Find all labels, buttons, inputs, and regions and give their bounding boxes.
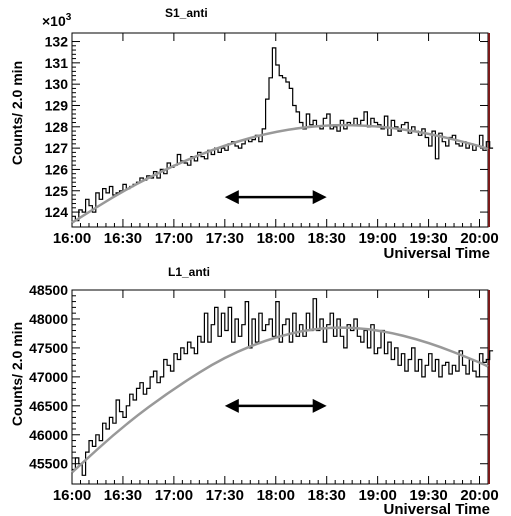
- plot-frame-right-edge: [488, 33, 490, 227]
- histogram-series: [72, 298, 494, 476]
- y-tick-label: 46000: [29, 427, 68, 443]
- x-tick-label: 16:30: [104, 230, 142, 247]
- series-group: [71, 47, 494, 224]
- x-axis-label: Universal Time: [384, 501, 490, 516]
- y-tick-label: 45500: [29, 456, 68, 472]
- histogram-series: [72, 47, 494, 222]
- x-tick-label: 16:00: [53, 230, 91, 247]
- y-tick-label: 127: [45, 140, 69, 156]
- chart-title: S1_anti: [165, 6, 208, 20]
- fit-curve: [71, 123, 489, 224]
- x-axis-label: Universal Time: [384, 245, 490, 262]
- x-tick-label: 17:00: [155, 487, 193, 504]
- y-tick-label: 132: [45, 34, 69, 50]
- arrow-head-left: [224, 398, 239, 413]
- arrow-head-left: [224, 190, 239, 205]
- y-tick-label: 48500: [29, 282, 68, 298]
- y-ticks: 45500 46000 46500 47000 47500 48000 48500: [29, 282, 488, 472]
- x-tick-label: 17:00: [155, 230, 193, 247]
- y-tick-label: 130: [45, 76, 69, 92]
- x-ticks: 16:00 16:30 17:00 17:30 18:00 18:30 19:00 19:30…: [53, 290, 499, 504]
- y-tick-label: 126: [45, 161, 69, 177]
- x-ticks: 16:00 16:30 17:00 17:30 18:00 18:30 19:00 19:30…: [53, 33, 499, 247]
- x-tick-label: 18:30: [308, 487, 346, 504]
- x-tick-label: 16:30: [104, 487, 142, 504]
- fit-curve: [71, 326, 489, 474]
- y-tick-label: 47000: [29, 369, 68, 385]
- y-exponent: ×103: [42, 12, 72, 29]
- plot-frame-right-edge: [488, 290, 490, 484]
- time-window-arrow: [224, 190, 327, 205]
- plot-frame: [71, 289, 489, 485]
- x-tick-label: 20:00: [460, 487, 498, 504]
- x-tick-label: 16:00: [53, 487, 91, 504]
- x-tick-label: 18:00: [257, 487, 295, 504]
- time-window-arrow: [224, 398, 327, 413]
- y-tick-label: 124: [45, 204, 69, 220]
- y-tick-label: 125: [45, 183, 69, 199]
- y-axis-label: Counts/ 2.0 min: [9, 322, 25, 426]
- x-tick-label: 20:00: [460, 230, 498, 247]
- x-tick-label: 19:00: [358, 230, 396, 247]
- y-tick-label: 46500: [29, 398, 68, 414]
- y-tick-label: 131: [45, 55, 69, 71]
- y-axis-label: Counts/ 2.0 min: [9, 61, 25, 165]
- x-tick-label: 19:30: [409, 487, 447, 504]
- x-tick-label: 19:00: [358, 487, 396, 504]
- y-ticks: 124 125 126 127 128 129 130 131 132: [45, 34, 488, 220]
- y-tick-label: 48000: [29, 311, 68, 327]
- x-tick-label: 19:30: [409, 230, 447, 247]
- series-group: [71, 298, 494, 476]
- arrow-head-right: [312, 398, 327, 413]
- y-tick-label: 128: [45, 119, 69, 135]
- x-tick-label: 17:30: [206, 487, 244, 504]
- chart-title: L1_anti: [168, 265, 210, 279]
- chart-panel-s1-anti: S1_anti ×103 Counts/ 2.0 min Universal T…: [9, 6, 499, 262]
- x-tick-label: 18:00: [257, 230, 295, 247]
- y-tick-label: 47500: [29, 340, 68, 356]
- chart-panel-l1-anti: L1_anti Counts/ 2.0 min Universal Time 4…: [9, 265, 499, 516]
- x-tick-label: 17:30: [206, 230, 244, 247]
- x-tick-label: 18:30: [308, 230, 346, 247]
- y-tick-label: 129: [45, 97, 69, 113]
- arrow-head-right: [312, 190, 327, 205]
